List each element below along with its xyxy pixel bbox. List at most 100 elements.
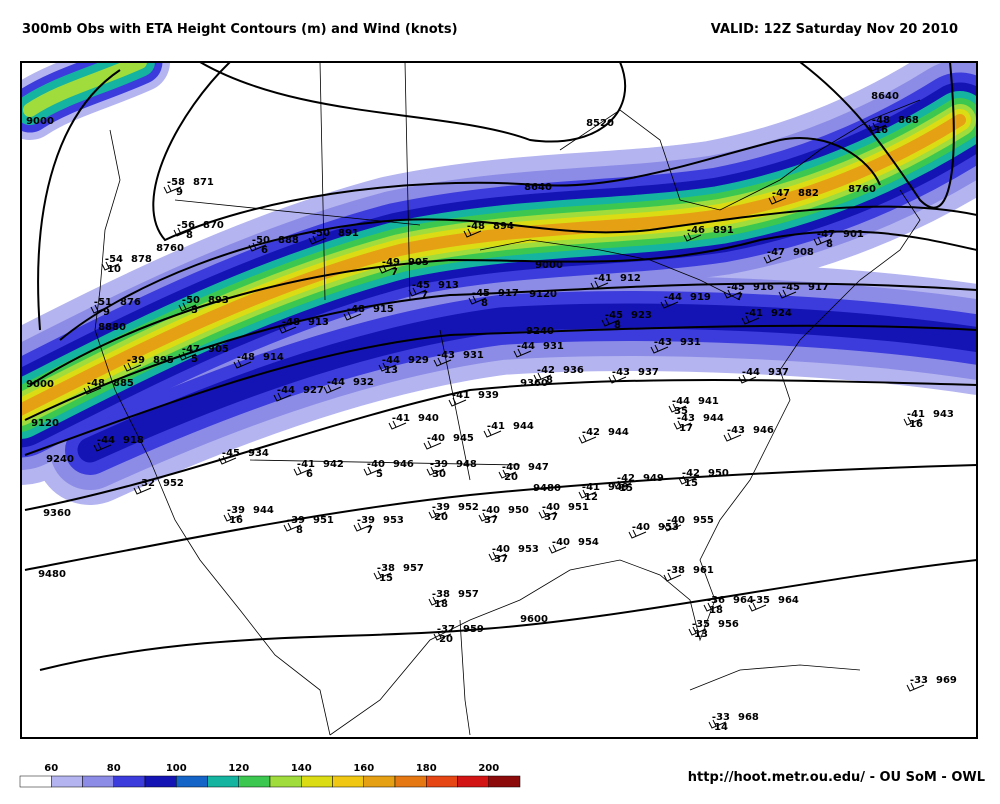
station-temp: -50: [182, 295, 200, 306]
wind-barb: [590, 280, 609, 290]
wind-barb: [378, 264, 397, 274]
contour-label: 9120: [31, 418, 59, 429]
station-temp: -49: [382, 257, 400, 268]
station-temp: -54: [105, 254, 123, 265]
station-height: 882: [798, 188, 819, 199]
station-dewpoint: 13: [384, 365, 398, 376]
contour-label: 9000: [535, 260, 563, 271]
colorbar-swatch: [488, 775, 521, 788]
wind-barb: [308, 235, 327, 245]
wind-barb: [498, 469, 517, 479]
wind-barb: [293, 466, 312, 476]
station-temp: -42: [537, 365, 555, 376]
station-height: 931: [463, 350, 484, 361]
station-height: 948: [456, 459, 477, 470]
wind-barb: [748, 602, 767, 612]
wind-barb: [868, 122, 887, 132]
station-temp: -42: [582, 427, 600, 438]
station-temp: -39: [357, 515, 375, 526]
wind-barb: [278, 324, 297, 334]
station-temp: -44: [664, 292, 682, 303]
wind-barb: [533, 372, 552, 382]
wind-barb: [163, 184, 182, 194]
wind-barb: [628, 529, 647, 539]
station-temp: -45: [412, 280, 430, 291]
station-height: 908: [793, 247, 814, 258]
wind-barb: [708, 719, 727, 729]
wind-barb: [378, 362, 397, 372]
station-height: 957: [458, 589, 479, 600]
station-height: 951: [568, 502, 589, 513]
station-temp: -45: [782, 282, 800, 293]
station-height: 949: [643, 473, 664, 484]
station-temp: -36: [707, 595, 725, 606]
station-height: 934: [248, 448, 269, 459]
station-temp: -56: [177, 220, 195, 231]
station-temp: -40: [667, 515, 685, 526]
station-temp: -39: [432, 502, 450, 513]
colorbar-swatch: [238, 775, 271, 788]
colorbar-swatch: [269, 775, 302, 788]
station-height: 936: [563, 365, 584, 376]
wind-barb: [178, 302, 197, 312]
station-dewpoint: 37: [494, 554, 508, 565]
station-dewpoint: 37: [484, 515, 498, 526]
wind-barb: [483, 428, 502, 438]
station-dewpoint: 7: [421, 290, 428, 301]
station-temp: -43: [677, 413, 695, 424]
station-height: 932: [353, 377, 374, 388]
contour-label: 9000: [26, 379, 54, 390]
station-height: 905: [208, 344, 229, 355]
station-height: 931: [680, 337, 701, 348]
map: 9000864085208640876087608880900090009120…: [21, 62, 977, 738]
contour-label: 8880: [98, 322, 126, 333]
station-height: 891: [338, 228, 359, 239]
wind-barb: [353, 522, 372, 532]
footer-credit: http://hoot.metr.ou.edu/ - OU SoM - OWL: [688, 770, 985, 785]
wind-barb: [613, 480, 632, 490]
station-temp: -50: [252, 235, 270, 246]
wind-barb: [538, 509, 557, 519]
wind-barb: [388, 420, 407, 430]
colorbar-swatch: [207, 775, 239, 788]
station-temp: -47: [772, 188, 790, 199]
station-dewpoint: 10: [107, 264, 121, 275]
station-temp: -41: [745, 308, 763, 319]
wind-barb: [601, 317, 620, 327]
wind-barb: [233, 359, 252, 369]
station-temp: -40: [427, 433, 445, 444]
station-temp: -48: [347, 304, 365, 315]
station-temp: -47: [817, 229, 835, 240]
colorbar-swatch: [394, 775, 427, 788]
colorbar-swatch: [301, 775, 333, 788]
wind-barb: [673, 420, 692, 430]
station-temp: -50: [312, 228, 330, 239]
wind-barb: [283, 522, 302, 532]
contour-label: 9480: [533, 483, 561, 494]
station-temp: -33: [712, 712, 730, 723]
station-temp: -33: [910, 675, 928, 686]
wind-barb: [668, 403, 687, 413]
colorbar-swatch: [144, 775, 177, 788]
station-temp: -35: [692, 619, 710, 630]
title: 300mb Obs with ETA Height Contours (m) a…: [22, 22, 458, 37]
colorbar-swatch: [82, 775, 114, 788]
station-height: 870: [203, 220, 224, 231]
station-temp: -39: [430, 459, 448, 470]
colorbar-swatch: [426, 775, 458, 788]
station-temp: -40: [482, 505, 500, 516]
station-height: 871: [193, 177, 214, 188]
colorbar-label: 60: [44, 763, 58, 774]
station-height: 894: [493, 221, 514, 232]
station-temp: -41: [297, 459, 315, 470]
wind-barb: [778, 289, 797, 299]
station-height: 946: [393, 459, 414, 470]
station-temp: -45: [472, 288, 490, 299]
contour-label: 8520: [586, 118, 614, 129]
station-dewpoint: 8: [614, 320, 621, 331]
wind-barb: [218, 455, 237, 465]
station-temp: -35: [752, 595, 770, 606]
wind-barb: [688, 626, 707, 636]
station-height: 913: [308, 317, 329, 328]
